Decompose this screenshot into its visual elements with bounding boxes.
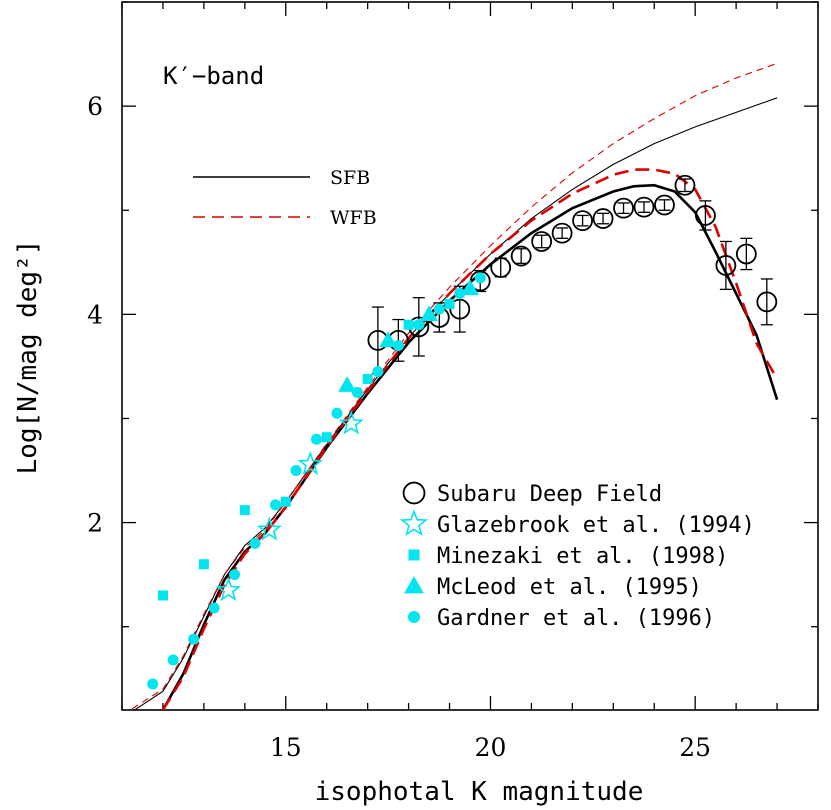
subaru-deep-field-point [695, 205, 716, 226]
mcleod-et-al-1995-point [379, 331, 398, 348]
subaru-deep-field-legend-marker [402, 481, 426, 505]
wfb-curve-thin [129, 62, 778, 710]
mcleod-et-al-1995-legend-label: McLeod et al. (1995) [437, 575, 702, 600]
gardner-et-al-1996-point [331, 407, 343, 419]
subaru-deep-field-point [490, 257, 512, 278]
minezaki-et-al-1998-point [362, 373, 373, 384]
gardner-et-al-1996-point [433, 303, 445, 315]
data-points [147, 174, 778, 690]
glazebrook-et-al-1994-point [297, 450, 324, 476]
minezaki-et-al-1998-legend-marker [408, 549, 420, 561]
gardner-et-al-1996-point [474, 272, 486, 284]
gardner-et-al-1996-point [372, 366, 384, 378]
model-curves [129, 62, 779, 710]
band-label: K′−band [163, 62, 264, 90]
gardner-et-al-1996-point [351, 386, 363, 398]
subaru-deep-field-point [735, 243, 757, 265]
gardner-et-al-1996-point [413, 319, 425, 331]
minezaki-et-al-1998-point [444, 298, 455, 309]
y-tick-label: 4 [87, 300, 103, 329]
subaru-deep-field-point [592, 208, 614, 229]
legends: SFB WFB Subaru Deep Field Glazebrook et al.… [193, 167, 755, 631]
gardner-et-al-1996-point [310, 433, 322, 445]
wfb-legend-label: WFB [330, 207, 377, 229]
sfb-legend-label: SFB [330, 167, 370, 189]
gardner-et-al-1996-point [290, 465, 302, 477]
subaru-deep-field-point [613, 197, 634, 219]
gardner-et-al-1996-legend-label: Gardner et al. (1996) [437, 606, 715, 631]
mcleod-et-al-1995-point [461, 279, 479, 296]
gardner-et-al-1996-point [392, 340, 404, 352]
gardner-et-al-1996-point [188, 633, 200, 645]
minezaki-et-al-1998-point [280, 496, 291, 507]
subaru-deep-field-point [715, 255, 737, 276]
subaru-deep-field-legend-label: Subaru Deep Field [437, 482, 662, 507]
minezaki-et-al-1998-point [198, 559, 209, 570]
sfb-curve-thick [161, 183, 779, 710]
minezaki-et-al-1998-legend-label: Minezaki et al. (1998) [437, 544, 728, 569]
x-tick-label: 25 [679, 733, 711, 762]
x-tick-label: 15 [270, 733, 302, 762]
gardner-et-al-1996-point [454, 288, 466, 300]
gardner-et-al-1996-point [167, 654, 179, 666]
subaru-deep-field-point [674, 174, 696, 196]
y-axis-label: Log[N/mag deg²] [13, 240, 43, 475]
minezaki-et-al-1998-point [321, 432, 332, 443]
gardner-et-al-1996-point [249, 537, 261, 549]
y-tick-label: 6 [87, 92, 103, 121]
glazebrook-et-al-1994-point [215, 577, 242, 602]
subaru-deep-field-point [572, 210, 593, 232]
x-tick-label: 20 [475, 733, 507, 762]
gardner-et-al-1996-legend-marker [407, 610, 421, 624]
mcleod-et-al-1995-point [338, 376, 357, 392]
sfb-curve-thin [133, 97, 778, 710]
subaru-deep-field-point [449, 298, 471, 320]
subaru-deep-field-point [756, 291, 778, 313]
glazebrook-et-al-1994-point [256, 516, 282, 541]
plot-frame [121, 1, 819, 711]
subaru-deep-field-point [633, 196, 655, 218]
x-axis-label: isophotal K magnitude [315, 777, 644, 807]
minezaki-et-al-1998-point [157, 590, 168, 601]
subaru-deep-field-point [551, 222, 573, 244]
gardner-et-al-1996-point [270, 499, 282, 511]
minezaki-et-al-1998-point [403, 319, 414, 330]
glazebrook-et-al-1994-legend-marker [399, 509, 429, 537]
gardner-et-al-1996-point [147, 678, 159, 690]
axes: 15 20 25 2 4 6 [87, 1, 819, 762]
subaru-deep-field-point [510, 245, 532, 267]
glazebrook-et-al-1994-point [338, 410, 364, 435]
gardner-et-al-1996-point [229, 569, 241, 581]
subaru-deep-field-point [531, 231, 553, 252]
glazebrook-et-al-1994-legend-label: Glazebrook et al. (1994) [437, 513, 755, 538]
y-tick-label: 2 [87, 509, 103, 538]
mcleod-et-al-1995-legend-marker [404, 576, 424, 594]
mcleod-et-al-1995-point [420, 305, 439, 322]
gardner-et-al-1996-point [208, 602, 220, 614]
minezaki-et-al-1998-point [239, 505, 250, 516]
subaru-deep-field-point [654, 194, 675, 216]
